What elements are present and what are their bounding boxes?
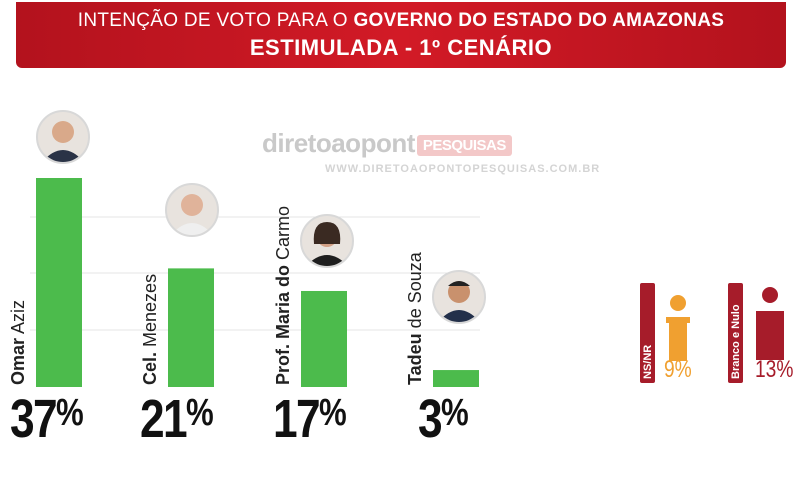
watermark-pill: PESQUISAS — [416, 134, 512, 156]
candidate-name-label: Prof. Maria do Carmo — [273, 206, 294, 385]
branco-nulo-label: Branco e Nulo — [730, 304, 742, 379]
value-number: 37 — [10, 389, 58, 449]
person-icon — [171, 194, 213, 235]
candidate-name-label: Cel. Menezes — [140, 274, 161, 385]
branco-nulo-indicator: Branco e Nulo 13% — [728, 283, 798, 393]
title-bold: GOVERNO DO ESTADO DO AMAZONAS — [353, 10, 725, 31]
avatar-tadeu-de-souza — [432, 270, 486, 324]
nsnr-label: NS/NR — [642, 344, 654, 379]
person-icon — [666, 295, 690, 361]
candidate-last: Aziz — [8, 299, 28, 334]
candidate-last: de Souza — [405, 252, 425, 329]
avatar-omar-aziz — [36, 110, 90, 164]
candidate-first: Cel. — [140, 351, 160, 385]
value-label: 17% — [273, 388, 347, 450]
chart-title: INTENÇÃO DE VOTO PARA O GOVERNO DO ESTAD… — [16, 10, 786, 32]
avatar-maria-do-carmo — [300, 214, 354, 268]
value-label: 37% — [10, 388, 84, 450]
bar-cel-menezes — [168, 268, 214, 387]
bar-omar-aziz — [36, 178, 82, 387]
candidate-first: Omar — [8, 337, 28, 385]
value-number: 3 — [418, 389, 443, 449]
bar-prof-maria-do-carmo — [301, 290, 347, 387]
grid-lines — [30, 216, 480, 331]
branco-nulo-value: 13% — [755, 356, 794, 383]
chart-subtitle: ESTIMULADA - 1º CENÁRIO — [249, 35, 553, 60]
bar-tadeu-de-souza — [433, 370, 479, 387]
candidate-name-label: Tadeu de Souza — [405, 252, 426, 385]
nsnr-value: 9% — [664, 356, 692, 383]
title-prefix: INTENÇÃO DE VOTO PARA O — [77, 10, 348, 31]
person-icon — [438, 281, 480, 322]
candidate-last: Carmo — [273, 205, 293, 260]
nsnr-tag: NS/NR — [640, 283, 655, 383]
branco-nulo-tag: Branco e Nulo — [728, 283, 743, 383]
value-number: 21 — [140, 389, 188, 449]
value-label: 21% — [140, 388, 214, 450]
candidate-first: Prof. Maria do — [273, 264, 293, 385]
person-icon — [756, 287, 784, 360]
value-percent-sign: % — [318, 392, 347, 434]
person-icon — [42, 121, 84, 162]
person-icon — [306, 222, 348, 266]
watermark-url: WWW.DIRETOAOPONTOPESQUISAS.COM.BR — [325, 163, 601, 175]
value-percent-sign: % — [185, 392, 214, 434]
avatar-cel-menezes — [165, 183, 219, 237]
title-banner: INTENÇÃO DE VOTO PARA O GOVERNO DO ESTAD… — [16, 2, 786, 68]
watermark-logo: diretoaopont PESQUISAS — [262, 128, 512, 159]
nsnr-indicator: NS/NR 9% — [640, 283, 710, 393]
value-percent-sign: % — [55, 392, 84, 434]
value-percent-sign: % — [440, 392, 469, 434]
candidate-name-label: Omar Aziz — [8, 300, 29, 385]
candidate-last: Menezes — [140, 273, 160, 347]
value-label: 3% — [418, 388, 469, 450]
value-number: 17 — [273, 389, 321, 449]
candidate-first: Tadeu — [405, 333, 425, 385]
bars — [36, 178, 479, 387]
watermark-brand: diretoaopont — [262, 128, 415, 158]
